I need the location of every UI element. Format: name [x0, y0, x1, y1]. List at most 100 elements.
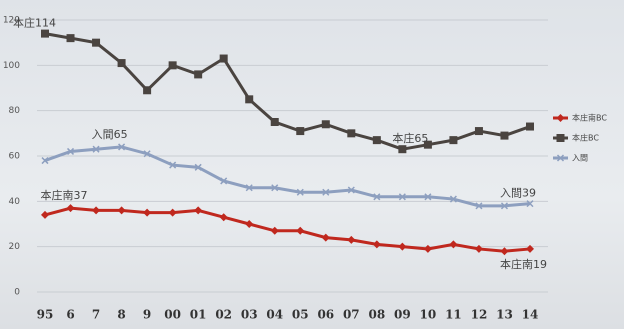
y-tick-label: 0 — [14, 288, 20, 298]
x-tick-label: 07 — [343, 308, 360, 322]
x-tick-label: 06 — [317, 308, 334, 322]
y-tick-label: 20 — [9, 242, 21, 252]
legend-label: 入間 — [572, 154, 588, 163]
x-tick-label: 9 — [143, 308, 151, 322]
x-tick-label: 10 — [420, 308, 437, 322]
point — [143, 208, 152, 217]
point — [321, 233, 330, 242]
point — [322, 188, 330, 196]
point — [92, 145, 100, 153]
point — [500, 202, 509, 210]
legend-marker — [556, 154, 565, 162]
x-tick-label: 05 — [292, 308, 309, 322]
point — [245, 95, 254, 104]
point — [143, 150, 151, 158]
y-tick-label: 60 — [9, 152, 21, 162]
y-tick-label: 120 — [3, 16, 20, 26]
x-tick-label: 02 — [215, 308, 232, 322]
point — [526, 122, 534, 131]
point — [245, 184, 253, 192]
point — [398, 145, 407, 154]
point — [423, 244, 432, 253]
annotation: 本庄114 — [13, 16, 56, 30]
point — [526, 200, 534, 208]
annotation: 本庄南37 — [41, 188, 88, 202]
legend-label: 本庄南BC — [572, 113, 607, 123]
annotation: 入間65 — [92, 128, 128, 141]
x-tick-label: 12 — [471, 308, 488, 322]
point — [500, 247, 509, 256]
point — [347, 129, 356, 138]
point — [194, 163, 202, 171]
point — [41, 29, 49, 38]
annotation: 本庄南19 — [500, 257, 547, 271]
point — [449, 240, 458, 249]
legend-label: 本庄BC — [572, 133, 599, 143]
point — [219, 54, 228, 63]
x-tick-label: 6 — [66, 308, 74, 322]
point — [41, 157, 49, 165]
point — [168, 208, 177, 217]
point — [169, 161, 177, 169]
point — [194, 206, 203, 215]
point — [475, 202, 483, 210]
series-line — [44, 206, 531, 253]
point — [347, 186, 355, 194]
point — [219, 213, 228, 222]
point — [398, 193, 406, 201]
y-tick-label: 40 — [9, 197, 21, 207]
point — [424, 193, 432, 201]
x-tick-label: 03 — [241, 308, 258, 322]
point — [194, 70, 203, 79]
x-tick-label: 08 — [368, 308, 385, 322]
point — [449, 195, 457, 203]
point — [321, 120, 330, 129]
point — [500, 131, 509, 140]
point — [398, 242, 407, 251]
point — [92, 206, 101, 215]
point — [220, 177, 228, 185]
point — [373, 193, 381, 201]
point — [372, 136, 381, 145]
point — [66, 147, 75, 155]
point — [117, 59, 126, 68]
point — [41, 210, 49, 219]
point — [474, 127, 483, 136]
point — [118, 143, 126, 151]
y-tick-label: 100 — [3, 61, 20, 71]
point — [474, 244, 483, 253]
point — [270, 226, 279, 235]
point — [372, 240, 381, 249]
point — [66, 34, 75, 43]
y-tick-label: 80 — [9, 106, 21, 116]
legend-marker — [556, 134, 565, 142]
x-tick-label: 8 — [117, 308, 125, 322]
point — [245, 220, 254, 228]
annotation: 入間39 — [500, 187, 536, 200]
point — [117, 206, 126, 215]
x-tick-label: 13 — [496, 308, 513, 322]
point — [92, 38, 101, 47]
x-tick-label: 7 — [92, 308, 100, 322]
point — [66, 204, 75, 213]
x-tick-label: 00 — [164, 308, 181, 322]
point — [143, 86, 152, 95]
point — [449, 136, 458, 145]
x-tick-label: 04 — [266, 308, 283, 322]
annotation: 本庄65 — [392, 131, 428, 145]
series-line — [44, 145, 531, 208]
point — [296, 188, 304, 196]
point — [270, 118, 279, 126]
x-tick-label: 14 — [522, 308, 539, 322]
series-line — [44, 32, 531, 151]
point — [347, 235, 356, 244]
point — [296, 127, 305, 136]
point — [526, 244, 534, 253]
x-tick-label: 09 — [394, 308, 411, 322]
x-tick-label: 95 — [37, 308, 54, 322]
point — [296, 226, 305, 235]
point — [423, 140, 432, 149]
x-tick-label: 01 — [190, 308, 207, 322]
x-tick-label: 11 — [445, 308, 462, 322]
